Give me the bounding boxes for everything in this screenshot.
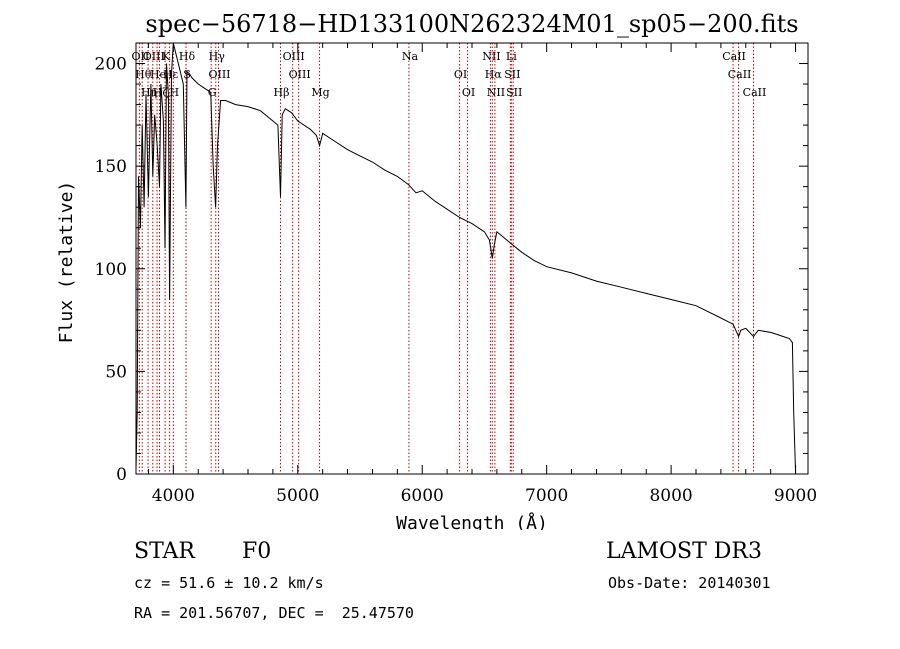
- survey-name: LAMOST DR3: [606, 539, 762, 564]
- line-label: OIII: [143, 50, 165, 63]
- x-tick-label: 5000: [276, 486, 319, 506]
- y-tick-label: 150: [95, 157, 127, 177]
- y-tick-label: 0: [116, 465, 127, 485]
- line-label: SII: [504, 68, 520, 81]
- object-class: STAR: [134, 539, 195, 564]
- line-label: NII: [482, 50, 500, 63]
- observation-date: Obs-Date: 20140301: [608, 574, 771, 592]
- y-tick-label: 100: [95, 260, 127, 280]
- line-label: OI: [462, 86, 475, 99]
- x-tick-label: 7000: [525, 486, 568, 506]
- line-label: Hε: [163, 68, 179, 81]
- line-label: CaII: [728, 68, 752, 81]
- line-label: SII: [506, 86, 522, 99]
- line-label: Hβ: [274, 86, 290, 99]
- y-tick-label: 200: [95, 55, 127, 75]
- x-tick-label: 9000: [774, 486, 817, 506]
- line-label: Hθ: [135, 68, 152, 81]
- plot-frame: [135, 42, 809, 475]
- line-label: Hγ: [209, 50, 226, 63]
- chart-title: spec−56718−HD133100N262324M01_sp05−200.f…: [145, 10, 798, 38]
- spectrum-plot: spec−56718−HD133100N262324M01_sp05−200.f…: [56, 10, 817, 530]
- line-label: K: [162, 50, 171, 63]
- line-labels: OIIHθHηOIIIHeHζKHεHHδSGHγOIIIHβOIIIOIIIM…: [132, 50, 767, 99]
- line-label: Na: [402, 50, 419, 63]
- x-axis: 4000 5000 6000 7000 8000 9000: [147, 43, 817, 506]
- y-axis-label: Flux (relative): [56, 181, 77, 344]
- line-label: OIII: [289, 68, 311, 81]
- line-label: H: [170, 86, 180, 99]
- x-tick-label: 8000: [649, 486, 692, 506]
- spectrum-line: [135, 42, 797, 475]
- object-subclass: F0: [242, 539, 272, 564]
- line-label: OIII: [283, 50, 305, 63]
- line-label: Hη: [141, 86, 157, 99]
- line-label: Li: [506, 50, 517, 63]
- x-axis-label: Wavelength (Å): [396, 512, 548, 530]
- x-tick-label: 4000: [152, 486, 195, 506]
- line-label: CaII: [722, 50, 746, 63]
- line-label: OI: [454, 68, 467, 81]
- line-label: Mg: [311, 86, 329, 99]
- line-label: NII: [487, 86, 505, 99]
- coordinates: RA = 201.56707, DEC = 25.47570: [134, 604, 414, 622]
- line-label: He: [150, 68, 166, 81]
- line-label: CaII: [743, 86, 767, 99]
- line-markers: [138, 43, 754, 474]
- line-label: OIII: [208, 68, 230, 81]
- line-label: Hα: [485, 68, 503, 81]
- y-tick-label: 50: [105, 362, 127, 382]
- line-label: Hδ: [179, 50, 196, 63]
- x-tick-label: 6000: [401, 486, 444, 506]
- line-label: G: [208, 86, 217, 99]
- y-axis: 0 50 100 150 200: [95, 55, 808, 485]
- spectrum-layer: [135, 42, 797, 475]
- redshift-velocity: cz = 51.6 ± 10.2 km/s: [134, 574, 324, 592]
